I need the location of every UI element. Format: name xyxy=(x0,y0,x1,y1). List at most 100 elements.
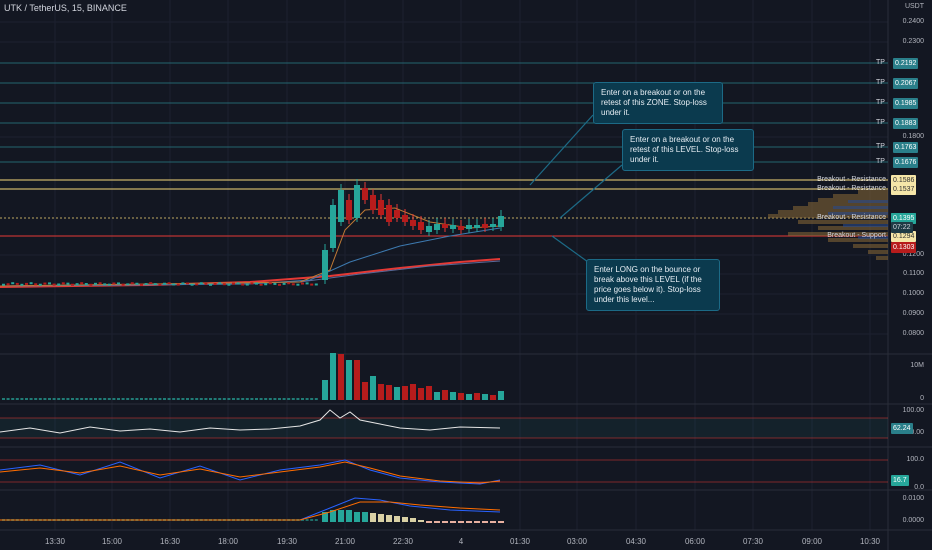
volume-bar xyxy=(34,398,38,400)
candle xyxy=(61,282,65,285)
macd-line xyxy=(0,497,501,521)
ma-line xyxy=(0,207,501,287)
volume-bar xyxy=(301,398,304,400)
level-price-tag: 0.1294 xyxy=(891,231,917,242)
candle xyxy=(163,282,166,285)
tp-price-tag: 0.1985 xyxy=(893,98,919,109)
price-axis-label: 0.0900 xyxy=(902,310,924,317)
volume-bar xyxy=(490,395,496,400)
candle xyxy=(66,282,70,285)
volume-bar xyxy=(264,398,268,400)
candle xyxy=(370,195,376,210)
volume-bar xyxy=(84,398,88,400)
volume-bar xyxy=(322,380,328,400)
time-axis-label: 10:30 xyxy=(859,537,881,546)
tp-label: TP xyxy=(876,143,885,150)
annotation-line: retest of this LEVEL. Stop-loss xyxy=(630,145,739,154)
volume-bar xyxy=(38,398,42,400)
candle xyxy=(20,283,24,286)
candle xyxy=(255,282,258,285)
volume-bar xyxy=(103,398,107,400)
price-axis-label: 0.0800 xyxy=(902,330,924,337)
candle xyxy=(38,283,42,286)
time-axis-label: 09:00 xyxy=(801,537,823,546)
volume-bar xyxy=(190,398,194,400)
volume-profile-bar xyxy=(843,224,888,227)
annotation-long[interactable]: Enter LONG on the bounce or break above … xyxy=(586,259,720,311)
candle xyxy=(291,283,295,286)
candle xyxy=(204,282,208,285)
volume-bar xyxy=(346,360,352,400)
rsi-line xyxy=(0,409,501,434)
macd-hist-bar xyxy=(386,515,392,522)
level-label: Breakout - Resistance xyxy=(817,185,886,192)
volume-bar xyxy=(2,398,5,400)
price-axis-label: 0.1200 xyxy=(902,251,924,258)
volume-bar xyxy=(482,394,488,400)
macd-hist-bar xyxy=(301,519,304,521)
annotation-level[interactable]: Enter on a breakout or on the retest of … xyxy=(622,129,754,171)
time-axis-label: 16:30 xyxy=(159,537,181,546)
volume-profile-bar xyxy=(818,226,888,230)
candle xyxy=(181,282,185,285)
candle xyxy=(213,282,217,285)
candle xyxy=(98,282,102,285)
candle xyxy=(354,185,360,218)
candle xyxy=(186,282,189,285)
candle xyxy=(259,283,263,286)
candle xyxy=(241,283,245,286)
volume-bar xyxy=(250,398,254,400)
candle xyxy=(418,222,424,230)
volume-bar xyxy=(442,390,448,400)
macd-hist-bar xyxy=(346,510,352,522)
volume-bar xyxy=(259,398,263,400)
candle xyxy=(287,282,291,285)
annotation-pointer xyxy=(551,235,589,263)
price-axis-label: 0.1000 xyxy=(902,290,924,297)
rsi-value-tag: 62.24 xyxy=(891,423,913,434)
candle xyxy=(190,283,194,286)
candle xyxy=(52,283,56,286)
candle xyxy=(426,226,432,232)
macd-hist-bar xyxy=(362,512,368,522)
candle xyxy=(402,215,408,222)
volume-bar xyxy=(410,384,416,400)
tp-label: TP xyxy=(876,59,885,66)
macd-hist-bar xyxy=(394,516,400,522)
annotation-line: under this level... xyxy=(594,295,655,304)
volume-bar xyxy=(144,398,148,400)
symbol-title[interactable]: UTK / TetherUS, 15, BINANCE xyxy=(4,3,127,13)
macd-hist-bar xyxy=(490,521,496,523)
stoch-axis-label: 0.0 xyxy=(914,484,924,491)
macd-hist-bar xyxy=(338,510,344,522)
candle xyxy=(305,282,309,285)
candle xyxy=(273,282,277,285)
macd-hist-bar xyxy=(482,521,488,523)
volume-bar xyxy=(176,398,180,400)
volume-bar xyxy=(386,385,392,400)
candle xyxy=(149,282,153,285)
price-axis-label: 0.1100 xyxy=(903,270,924,277)
macd-hist-bar xyxy=(418,520,424,522)
candle xyxy=(126,283,130,286)
rsi-axis-label: 0.00 xyxy=(910,429,924,436)
candle xyxy=(250,282,254,285)
volume-bar xyxy=(195,398,199,400)
volume-bar xyxy=(232,398,235,400)
annotation-zone[interactable]: Enter on a breakout or on the retest of … xyxy=(593,82,723,124)
volume-bar xyxy=(245,398,249,400)
candle xyxy=(135,282,139,285)
time-axis-label: 06:00 xyxy=(684,537,706,546)
candle xyxy=(378,200,384,215)
volume-bar xyxy=(117,398,120,400)
candle xyxy=(80,282,84,285)
volume-bar xyxy=(394,387,400,400)
macd-hist-bar xyxy=(314,519,318,521)
annotation-line: under it. xyxy=(601,108,630,117)
tp-price-tag: 0.2192 xyxy=(893,58,919,69)
candle xyxy=(167,282,171,285)
macd-hist-bar xyxy=(466,521,472,523)
candle xyxy=(34,283,38,286)
price-axis-label: 0.2400 xyxy=(902,18,924,25)
